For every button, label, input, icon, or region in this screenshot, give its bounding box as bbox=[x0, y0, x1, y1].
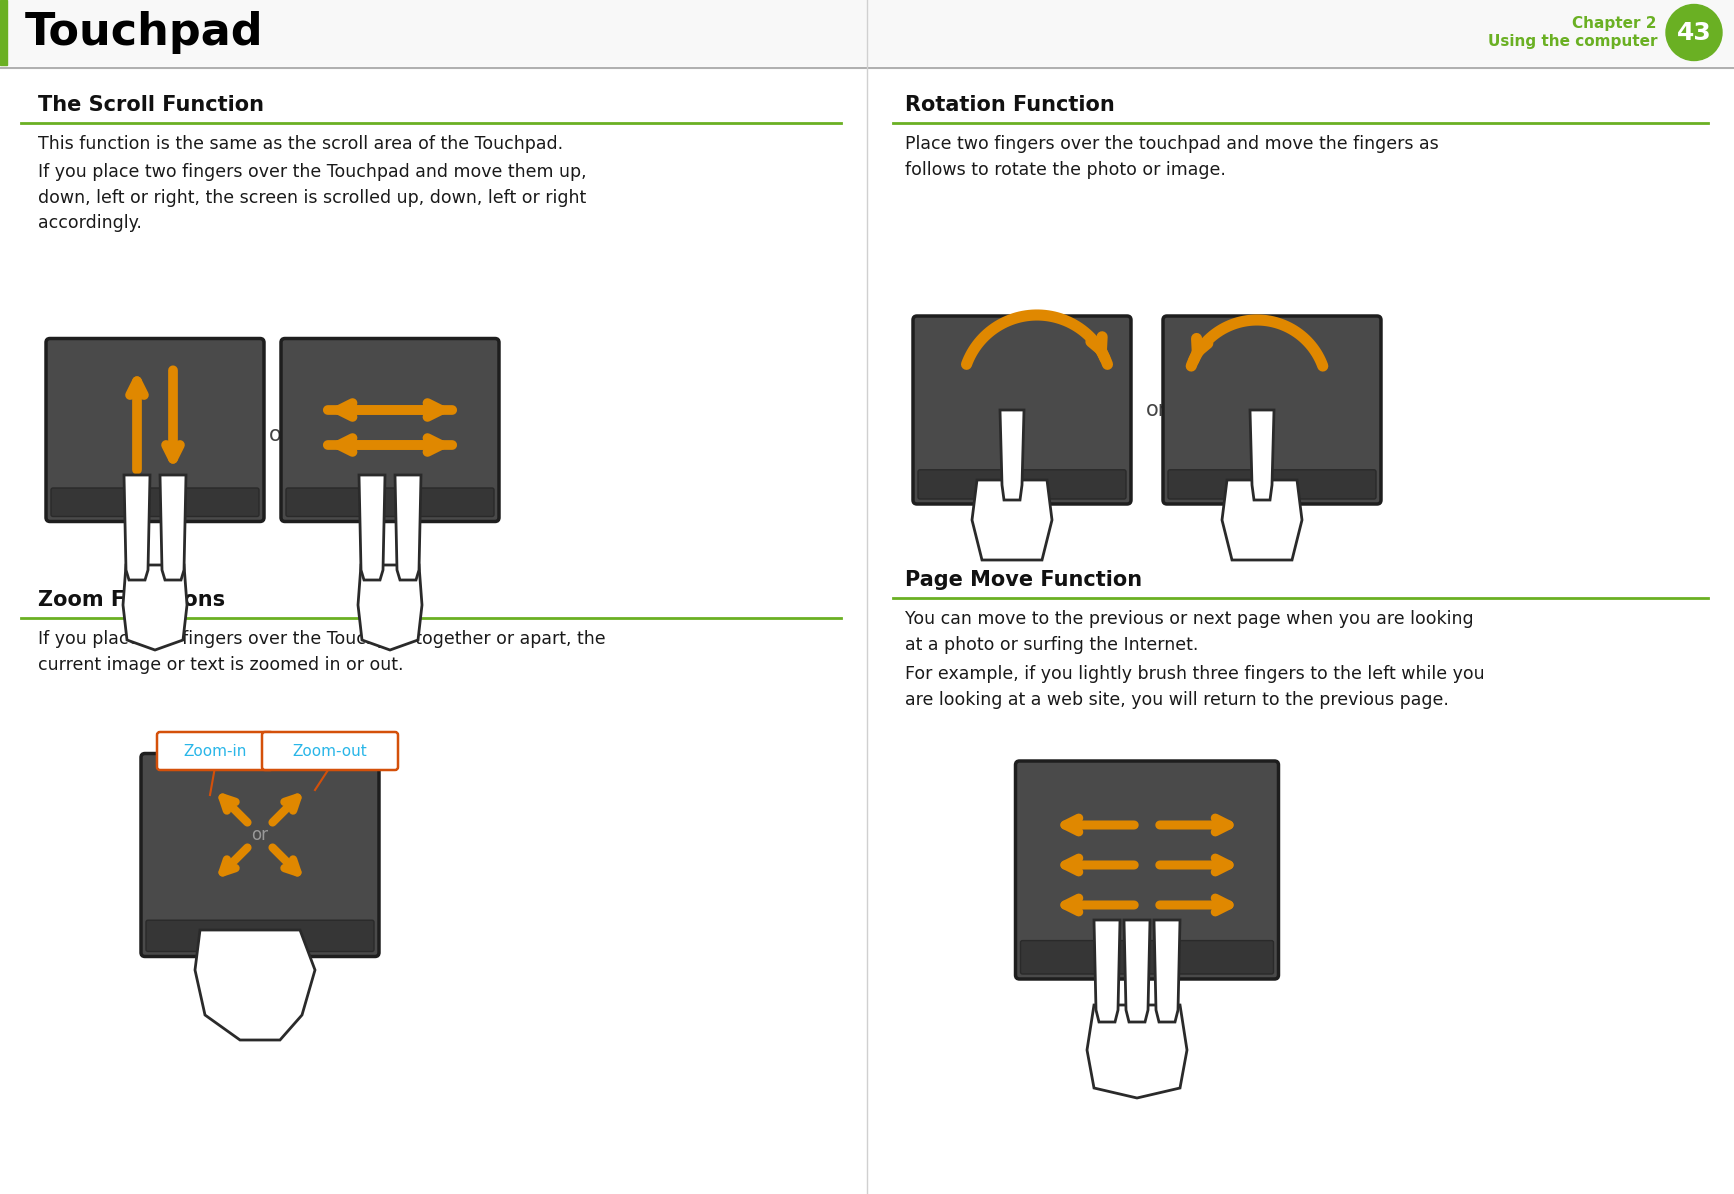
FancyBboxPatch shape bbox=[47, 339, 264, 522]
Text: or: or bbox=[251, 826, 269, 844]
Text: Zoom-out: Zoom-out bbox=[293, 744, 368, 758]
Polygon shape bbox=[357, 565, 421, 650]
Text: or: or bbox=[1146, 400, 1167, 420]
FancyBboxPatch shape bbox=[146, 921, 375, 952]
Text: Place two fingers over the touchpad and move the fingers as
follows to rotate th: Place two fingers over the touchpad and … bbox=[905, 135, 1439, 179]
FancyBboxPatch shape bbox=[914, 316, 1131, 504]
Polygon shape bbox=[395, 475, 421, 580]
Polygon shape bbox=[1155, 921, 1181, 1022]
Polygon shape bbox=[359, 475, 385, 580]
Bar bbox=[0, 0, 1734, 64]
Text: Touchpad: Touchpad bbox=[24, 11, 264, 54]
Text: Page Move Function: Page Move Function bbox=[905, 570, 1143, 590]
FancyBboxPatch shape bbox=[1021, 941, 1273, 974]
FancyBboxPatch shape bbox=[50, 488, 258, 517]
Text: or: or bbox=[269, 425, 291, 445]
FancyBboxPatch shape bbox=[262, 732, 399, 770]
FancyBboxPatch shape bbox=[917, 469, 1125, 499]
Text: You can move to the previous or next page when you are looking
at a photo or sur: You can move to the previous or next pag… bbox=[905, 610, 1474, 653]
FancyBboxPatch shape bbox=[158, 732, 272, 770]
Polygon shape bbox=[125, 475, 151, 580]
Text: This function is the same as the scroll area of the Touchpad.: This function is the same as the scroll … bbox=[38, 135, 564, 153]
Circle shape bbox=[1666, 5, 1722, 61]
Polygon shape bbox=[1087, 1005, 1188, 1098]
Polygon shape bbox=[1001, 410, 1025, 500]
FancyBboxPatch shape bbox=[1164, 316, 1380, 504]
Polygon shape bbox=[1250, 410, 1274, 500]
Polygon shape bbox=[160, 475, 186, 580]
FancyBboxPatch shape bbox=[281, 339, 499, 522]
Text: The Scroll Function: The Scroll Function bbox=[38, 96, 264, 115]
Text: For example, if you lightly brush three fingers to the left while you
are lookin: For example, if you lightly brush three … bbox=[905, 665, 1484, 709]
FancyBboxPatch shape bbox=[140, 753, 380, 956]
Text: Zoom-in: Zoom-in bbox=[184, 744, 246, 758]
Text: If you place two fingers over the Touchpad and move them up,
down, left or right: If you place two fingers over the Touchp… bbox=[38, 164, 586, 233]
Text: Using the computer: Using the computer bbox=[1488, 33, 1658, 49]
Polygon shape bbox=[973, 480, 1053, 560]
Text: Rotation Function: Rotation Function bbox=[905, 96, 1115, 115]
Polygon shape bbox=[123, 565, 187, 650]
Bar bbox=[0, 0, 7, 64]
Text: 43: 43 bbox=[1677, 20, 1711, 44]
Polygon shape bbox=[1222, 480, 1302, 560]
Polygon shape bbox=[1124, 921, 1150, 1022]
Polygon shape bbox=[1094, 921, 1120, 1022]
Text: If you place two fingers over the Touchpad together or apart, the
current image : If you place two fingers over the Touchp… bbox=[38, 630, 605, 673]
FancyBboxPatch shape bbox=[1016, 761, 1278, 979]
Text: Chapter 2: Chapter 2 bbox=[1573, 16, 1658, 31]
FancyBboxPatch shape bbox=[1169, 469, 1377, 499]
Polygon shape bbox=[194, 930, 316, 1040]
FancyBboxPatch shape bbox=[286, 488, 494, 517]
Text: Zoom Functions: Zoom Functions bbox=[38, 590, 225, 610]
